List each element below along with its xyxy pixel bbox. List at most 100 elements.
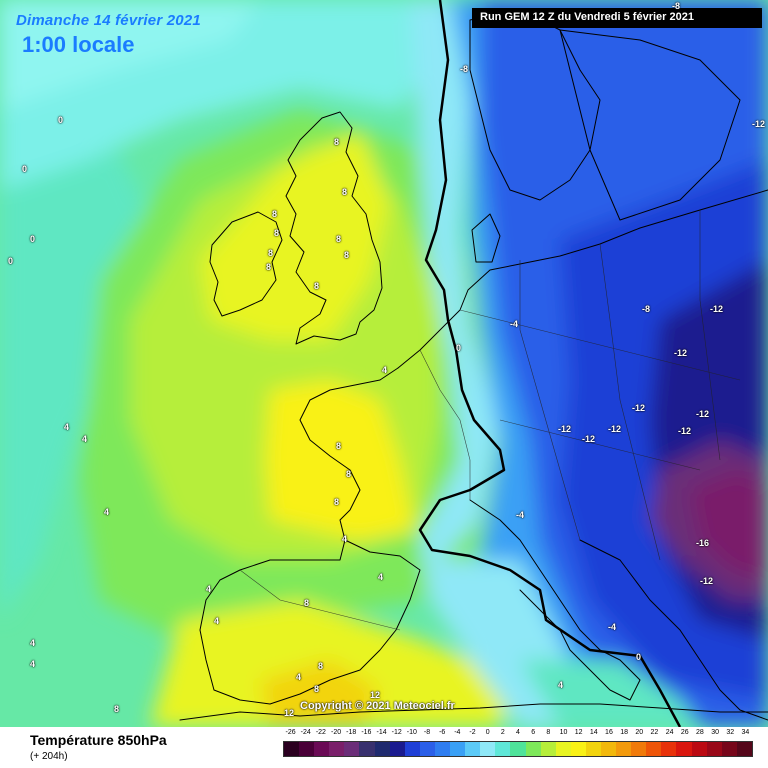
legend-swatch (600, 742, 617, 756)
isotherm-label: 4 (30, 638, 36, 648)
legend-tick-label: -20 (331, 729, 342, 736)
isotherm-label: -12 (696, 409, 710, 419)
legend-swatch (616, 742, 632, 756)
legend-tick-label: -4 (454, 729, 461, 736)
legend-swatch (721, 742, 737, 756)
legend-swatch (450, 742, 466, 756)
coast-france (239, 367, 399, 571)
isotherm-label: -12 (558, 424, 572, 434)
isotherm-label: 8 (336, 234, 342, 244)
isotherm-label: 0 (456, 343, 462, 353)
isotherm-label: -12 (608, 424, 622, 434)
isotherm-label: -4 (608, 622, 617, 632)
temperature-map: Dimanche 14 février 2021 1:00 locale Run… (0, 0, 768, 727)
isotherm-zero (418, 0, 682, 727)
legend-swatch (495, 742, 511, 756)
legend-tick-label: 22 (650, 729, 659, 736)
isotherm-label: 12 (284, 708, 295, 718)
isotherm-label: 8 (272, 209, 278, 219)
legend-swatch (691, 742, 707, 756)
legend-tick-label: -18 (346, 729, 357, 736)
coast-italy (469, 499, 641, 701)
borders (239, 210, 741, 631)
isotherm-label: -12 (674, 348, 688, 358)
legend-tick-label: 10 (559, 729, 568, 736)
legend-swatch (389, 742, 405, 756)
color-legend (283, 741, 753, 757)
isotherm-label: 4 (82, 434, 88, 444)
isotherm-label: 0 (8, 256, 14, 266)
isotherm-label: -12 (632, 403, 646, 413)
isotherm-label: 8 (346, 469, 352, 479)
legend-tick-label: 14 (589, 729, 598, 736)
isotherm-label: 8 (336, 441, 342, 451)
isotherm-label: 4 (30, 659, 36, 669)
field-yellow-uk (200, 130, 390, 340)
legend-swatch (404, 742, 420, 756)
legend-tick-label: -2 (469, 729, 476, 736)
legend-swatch (374, 742, 390, 756)
footer-bar: Température 850hPa (+ 204h) -26 -24 -22 -20… (0, 727, 768, 768)
legend-tick-label: 30 (711, 729, 719, 736)
legend-tick-label: 0 (485, 729, 490, 736)
isotherm-label: -12 (752, 119, 766, 129)
legend-swatch (359, 742, 375, 756)
isotherm-label: 0 (636, 652, 642, 662)
field-south-orange (260, 660, 380, 727)
legend-tick-label: 32 (726, 729, 735, 736)
legend-swatch (344, 742, 360, 756)
legend-swatch (706, 742, 722, 756)
isotherm-label: 12 (370, 690, 381, 700)
legend-tick-label: 24 (665, 729, 674, 736)
isotherm-label: 8 (268, 248, 274, 258)
legend-tick-label: -22 (315, 729, 326, 736)
isotherm-label: 8 (342, 187, 348, 197)
run-info: Run GEM 12 Z du Vendredi 5 février 2021 (480, 11, 694, 23)
isotherm-label: 8 (266, 262, 272, 272)
isotherm-label: 8 (344, 250, 350, 260)
isotherm-label: -12 (700, 576, 714, 586)
legend-tick-label: 18 (620, 729, 629, 736)
isotherm-label: -8 (672, 1, 681, 11)
legend-swatch (525, 742, 541, 756)
legend-tick-label: 4 (516, 729, 520, 736)
legend-swatch (555, 742, 571, 756)
map-canvas (0, 0, 768, 727)
legend-swatch (299, 742, 315, 756)
isotherm-label: -12 (582, 434, 596, 444)
legend-swatch (736, 742, 752, 756)
isotherm-label: 4 (64, 422, 70, 432)
legend-swatch (480, 742, 496, 756)
legend-tick-label: -26 (285, 729, 296, 736)
legend-swatch (540, 742, 556, 756)
run-info-box: Run GEM 12 Z du Vendredi 5 février 2021 (472, 8, 762, 28)
coast-iberia (199, 539, 421, 705)
coast-ireland (209, 211, 283, 317)
isotherm-label: 8 (114, 704, 120, 714)
isotherm-label: 8 (314, 684, 320, 694)
isotherm-label: 0 (58, 115, 64, 125)
isotherm-label: 8 (274, 228, 280, 238)
legend-swatch (284, 742, 300, 756)
isotherm-label: -4 (516, 510, 525, 520)
isotherm-label: 4 (214, 616, 220, 626)
isotherm-label: 8 (314, 281, 320, 291)
field-cyan-east (410, 0, 600, 727)
isotherm-label: -8 (460, 64, 469, 74)
field-magenta-balkan (690, 470, 768, 580)
isotherm-label: 8 (304, 598, 310, 608)
isotherm-label: 4 (342, 534, 348, 544)
coast-africa (179, 703, 768, 721)
legend-swatch (419, 742, 435, 756)
legend-tick-label: 20 (635, 729, 644, 736)
isotherm-label: 8 (318, 661, 324, 671)
legend-tick-label: 28 (696, 729, 704, 736)
legend-tick-label: -8 (423, 729, 431, 736)
legend-swatch (510, 742, 526, 756)
isotherm-label: -8 (642, 304, 651, 314)
legend-tick-label: 12 (574, 729, 583, 736)
legend-tick-label: 34 (741, 729, 750, 736)
isotherm-label: -12 (678, 426, 692, 436)
forecast-date: Dimanche 14 février 2021 (16, 12, 201, 29)
legend-swatch (434, 742, 451, 756)
